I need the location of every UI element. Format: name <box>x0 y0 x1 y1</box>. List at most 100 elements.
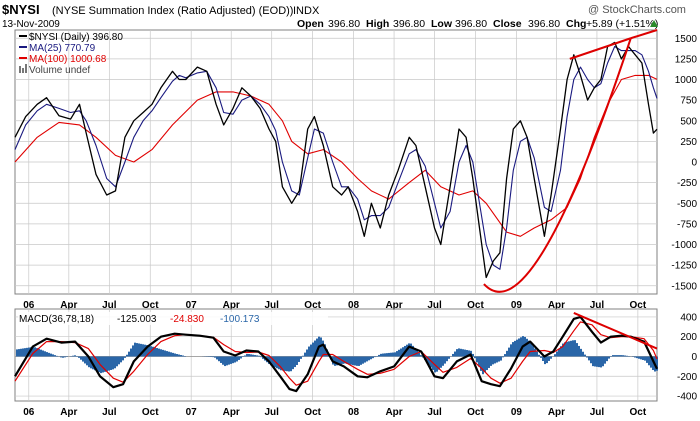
macd-hist-bar <box>134 342 136 357</box>
macd-hist-bar <box>324 344 326 357</box>
x-tick-label: 07 <box>186 407 198 418</box>
macd-hist-bar <box>252 354 254 357</box>
macd-hist-bar <box>576 343 578 357</box>
macd-legend-signal: -24.830 <box>170 314 204 325</box>
x-tick-label: 09 <box>511 407 523 418</box>
macd-hist-bar <box>260 356 262 358</box>
macd-hist-bar <box>480 356 482 371</box>
macd-hist-bar <box>518 338 520 357</box>
macd-hist-bar <box>222 356 224 365</box>
x-tick-label: Oct <box>467 407 484 418</box>
macd-hist-bar <box>358 356 360 366</box>
x-tick-label: Oct <box>142 407 159 418</box>
macd-hist-bar <box>340 356 342 365</box>
macd-hist-bar <box>374 356 376 358</box>
volume-bars-icon <box>19 64 27 73</box>
macd-hist-bar <box>556 351 558 357</box>
price-y-tick-label: 1500 <box>675 34 698 45</box>
macd-hist-bar <box>396 351 398 357</box>
macd-hist-bar <box>624 355 626 357</box>
macd-hist-bar <box>30 347 32 357</box>
x-tick-label: Apr <box>548 300 565 311</box>
macd-hist-bar <box>220 356 222 363</box>
macd-hist-bar <box>440 356 442 368</box>
macd-hist-bar <box>354 356 356 366</box>
macd-hist-bar <box>320 337 322 357</box>
macd-hist-bar <box>236 356 238 362</box>
macd-hist-bar <box>18 349 20 357</box>
macd-hist-bar <box>634 356 636 358</box>
macd-hist-bar <box>286 356 288 372</box>
macd-hist-bar <box>572 340 574 357</box>
macd-hist-bar <box>132 345 134 357</box>
macd-hist-bar <box>282 356 284 371</box>
x-tick-label: Apr <box>60 407 77 418</box>
macd-hist-bar <box>370 356 372 360</box>
macd-hist-bar <box>398 349 400 357</box>
macd-hist-bar <box>442 356 444 366</box>
macd-hist-bar <box>362 356 364 364</box>
macd-hist-bar <box>182 355 184 357</box>
macd-hist-bar <box>60 356 62 358</box>
macd-hist-bar <box>464 349 466 357</box>
macd-hist-bar <box>344 356 346 364</box>
macd-hist-bar <box>498 356 500 362</box>
macd-trendline <box>573 312 658 350</box>
macd-hist-bar <box>350 356 352 365</box>
macd-hist-bar <box>514 340 516 357</box>
exchange-label: INDX <box>293 5 320 17</box>
macd-hist-bar <box>54 355 56 357</box>
stockcharts-watermark: @ StockCharts.com <box>588 4 686 16</box>
macd-hist-bar <box>526 338 528 357</box>
macd-hist-bar <box>500 356 502 361</box>
macd-legend: MACD(36,78,18) -125.003 -24.830 -100.173 <box>18 312 328 325</box>
macd-hist-bar <box>98 356 100 373</box>
macd-hist-bar <box>472 353 474 357</box>
macd-hist-bar <box>390 352 392 357</box>
macd-hist-bar <box>512 342 514 357</box>
macd-hist-bar <box>550 356 552 359</box>
macd-hist-bar <box>380 353 382 357</box>
macd-hist-bar <box>562 343 564 357</box>
macd-hist-bar <box>456 349 458 357</box>
close-label: Close <box>493 18 522 30</box>
series-macd-line <box>14 315 658 393</box>
high-value: 396.80 <box>393 18 425 30</box>
macd-hist-bar <box>82 356 84 362</box>
macd-hist-bar <box>652 356 654 371</box>
price-y-tick-label: 500 <box>680 116 697 127</box>
macd-hist-bar <box>446 356 448 362</box>
macd-legend-macd: -125.003 <box>117 314 157 325</box>
macd-hist-bar <box>174 353 176 357</box>
macd-legend-hist: -100.173 <box>220 314 260 325</box>
legend-volume: Volume undef <box>29 65 90 76</box>
macd-hist-bar <box>126 354 128 357</box>
macd-hist-bar <box>564 342 566 357</box>
macd-hist-bar <box>314 340 316 357</box>
macd-hist-bar <box>640 356 642 360</box>
macd-hist-bar <box>378 354 380 357</box>
x-tick-label: Oct <box>630 300 647 311</box>
macd-hist-bar <box>590 356 592 364</box>
macd-hist-bar <box>392 352 394 357</box>
macd-series <box>14 315 658 393</box>
x-tick-label: Jul <box>427 300 442 311</box>
macd-hist-bar <box>584 354 586 357</box>
macd-hist-bar <box>230 356 232 364</box>
macd-hist-bar <box>414 348 416 357</box>
macd-hist-bar <box>476 356 478 363</box>
macd-hist-bar <box>170 352 172 357</box>
macd-hist-bar <box>288 356 290 372</box>
macd-hist-bar <box>36 348 38 357</box>
macd-hist-bar <box>76 355 78 357</box>
x-tick-label: Oct <box>142 300 159 311</box>
macd-hist-bar <box>216 356 218 360</box>
macd-hist-bar <box>110 356 112 370</box>
x-tick-label: 08 <box>348 407 360 418</box>
macd-hist-bar <box>458 348 460 357</box>
macd-hist-bar <box>96 356 98 372</box>
macd-hist-bar <box>312 342 314 357</box>
macd-hist-bar <box>542 356 544 361</box>
macd-hist-bar <box>438 356 440 370</box>
macd-hist-bar <box>322 340 324 357</box>
